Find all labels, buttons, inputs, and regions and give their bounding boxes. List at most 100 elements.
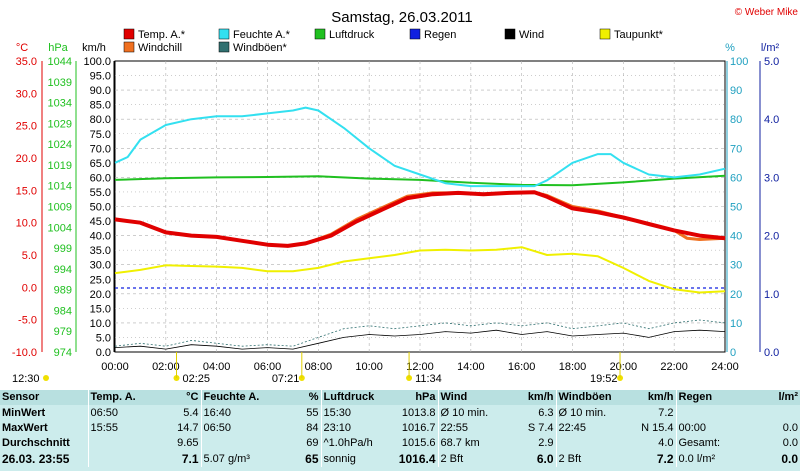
pressure-tick-label: 989 [54, 285, 72, 297]
stats-cell: 65 [305, 451, 319, 466]
series-line-wind [114, 329, 726, 350]
pressure-tick-label: 1014 [48, 181, 72, 193]
stats-cell: 15:30 [320, 405, 383, 421]
stats-cell [87, 436, 158, 452]
time-tick-label: 22:00 [660, 361, 688, 373]
stats-cell: 1016.4 [398, 451, 436, 466]
rain-tick-label: 2.0 [764, 231, 779, 243]
temp-tick-label: 25.0 [16, 121, 37, 133]
stats-cell: 26.03. 23:55 [2, 451, 70, 466]
legend-swatch [123, 28, 135, 40]
rain-unit-label: l/m² [761, 42, 780, 54]
legend-label: Feuchte A.* [233, 29, 291, 41]
stats-cell: S 7.4 [527, 421, 554, 434]
pressure-tick-label: 1034 [48, 98, 72, 110]
time-tick-label: 18:00 [559, 361, 587, 373]
event-time-label: 07:21 [272, 373, 300, 385]
humidity-tick-label: 20 [730, 289, 742, 301]
stats-cell: 22:55 [437, 420, 506, 437]
stats-header-cell: km/h [628, 390, 676, 406]
legend-label: Wind [519, 29, 544, 41]
rain-tick-label: 0.0 [764, 347, 779, 359]
wind-tick-label: 0.0 [96, 347, 111, 359]
plot-grid [114, 60, 726, 353]
temp-unit-label: °C [16, 42, 28, 54]
wind-tick-label: 15.0 [90, 303, 111, 315]
pressure-tick-label: 1044 [48, 56, 72, 68]
stats-header-cell: Regen [675, 390, 746, 406]
chart-title: Samstag, 26.03.2011 [331, 9, 473, 26]
stats-cell: 2 Bft [437, 451, 506, 467]
stats-cell: 9.65 [177, 437, 199, 450]
stats-cell: 14.7 [177, 421, 199, 434]
stats-header-cell: % [271, 390, 321, 406]
stats-cell [746, 405, 800, 420]
stats-header-cell: Windböen [555, 390, 628, 406]
stats-cell: Ø 10 min. [437, 405, 506, 421]
legend-swatch [218, 28, 230, 40]
weather-chart: Samstag, 26.03.2011 © Weber Mike Temp. A… [12, 7, 799, 385]
legend-swatch [409, 28, 421, 40]
stats-cell: 6.0 [536, 451, 554, 466]
legend-label: Regen [424, 29, 456, 41]
stats-cell: sonnig [320, 451, 383, 467]
time-tick-label: 16:00 [508, 361, 536, 373]
wind-tick-label: 65.0 [90, 158, 111, 170]
temp-tick-label: 35.0 [16, 56, 37, 68]
legend-label: Luftdruck [329, 29, 375, 41]
stats-header-cell: Feuchte A. [200, 390, 271, 406]
temp-tick-label: 15.0 [16, 185, 37, 197]
wind-tick-label: 55.0 [90, 187, 111, 199]
time-tick-label: 08:00 [305, 361, 333, 373]
wind-tick-label: 100.0 [83, 56, 111, 68]
stats-header-cell: Temp. A. [87, 390, 158, 406]
pressure-tick-label: 1004 [48, 222, 72, 234]
stats-cell: N 15.4 [641, 421, 674, 434]
stats-cell: 5.07 g/m³ [200, 451, 271, 467]
pressure-tick-label: 979 [54, 326, 72, 338]
stats-cell: 06:50 [200, 420, 271, 437]
wind-tick-label: 60.0 [90, 172, 111, 184]
time-tick-label: 02:00 [152, 361, 180, 373]
wind-tick-label: 10.0 [90, 318, 111, 330]
event-time-label: 02:25 [183, 373, 211, 385]
legend-label: Taupunkt* [614, 29, 664, 41]
stats-cell: 6.3 [538, 406, 554, 419]
stats-cell: 00:00 [675, 420, 746, 437]
humidity-tick-label: 100 [730, 56, 748, 68]
stats-header-cell: km/h [506, 390, 556, 406]
stats-cell: 68.7 km [437, 436, 506, 452]
legend-swatch [123, 41, 135, 53]
stats-cell: 0.0 [781, 451, 798, 466]
stats-cell: 1016.7 [401, 421, 436, 434]
event-markers: 12:30 02:25 07:21 11:34 19:52 [12, 352, 624, 385]
rain-tick-label: 3.0 [764, 172, 779, 184]
rain-tick-label: 1.0 [764, 289, 779, 301]
pressure-tick-label: 1039 [48, 77, 72, 89]
stats-cell: 2 Bft [555, 451, 628, 467]
series-line-temp-a [114, 190, 726, 248]
stats-cell: 7.2 [656, 451, 674, 466]
stats-header-cell: l/m² [746, 390, 800, 406]
wind-tick-label: 20.0 [90, 289, 111, 301]
time-tick-label: 06:00 [254, 361, 282, 373]
stats-cell: 0.0 [782, 421, 798, 434]
wind-tick-label: 85.0 [90, 100, 111, 112]
wind-tick-label: 75.0 [90, 129, 111, 141]
pressure-tick-label: 974 [54, 347, 72, 359]
pressure-tick-label: 994 [54, 264, 72, 276]
wind-tick-label: 5.0 [96, 332, 111, 344]
legend-label: Windböen* [233, 42, 288, 54]
copyright-label: © Weber Mike [735, 7, 799, 18]
series-line-windb-en [114, 319, 726, 347]
time-tick-label: 20:00 [610, 361, 638, 373]
stats-cell [555, 436, 628, 452]
legend-swatch [504, 28, 516, 40]
time-tick-label: 24:00 [711, 361, 739, 373]
humidity-tick-label: 70 [730, 143, 742, 155]
stats-cell: Durchschnitt [2, 437, 70, 450]
legend-swatch [314, 28, 326, 40]
pressure-tick-label: 1009 [48, 202, 72, 214]
legend: Temp. A.* Feuchte A.* Luftdruck Regen Wind Ta… [123, 28, 664, 54]
time-tick-label: 12:00 [406, 361, 434, 373]
